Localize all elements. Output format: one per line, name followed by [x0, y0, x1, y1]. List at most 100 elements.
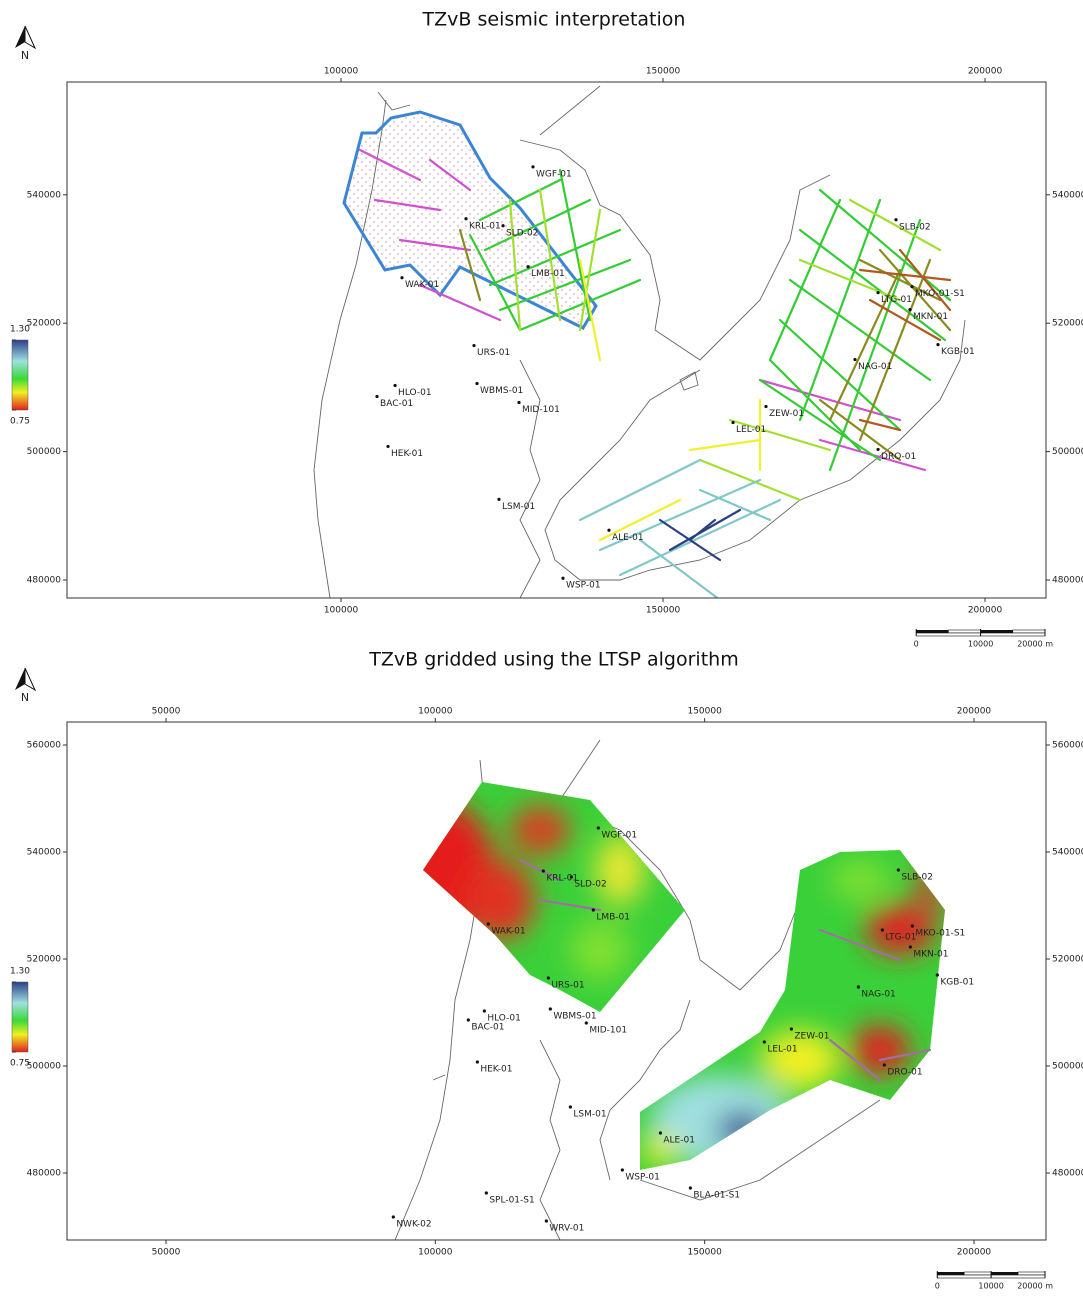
- scalebar-label: 10000: [978, 1282, 1003, 1291]
- well-label: KRL-01: [469, 221, 501, 231]
- well-label: NWK-02: [396, 1219, 431, 1229]
- scalebar-label: 10000: [968, 640, 993, 649]
- well: [497, 497, 501, 501]
- well: [561, 576, 565, 580]
- map-title: TZvB gridded using the LTSP algorithm: [368, 649, 738, 671]
- well-label: SLB-02: [901, 872, 933, 882]
- well: [541, 869, 545, 873]
- well: [546, 976, 550, 980]
- well: [596, 826, 600, 830]
- colorbar-label: 1.30: [10, 967, 30, 977]
- scalebar-segment: [916, 630, 949, 633]
- well: [620, 1168, 624, 1172]
- y-tick-label: 560000: [27, 741, 62, 751]
- scalebar-segment: [990, 1274, 1046, 1279]
- well-label: LTG-01: [881, 295, 912, 305]
- well: [908, 945, 912, 949]
- well: [936, 342, 940, 347]
- x-tick-label: 200000: [957, 707, 992, 717]
- well: [526, 265, 530, 269]
- scalebar-segment: [937, 1272, 965, 1275]
- well-label: LMB-01: [596, 913, 630, 923]
- well: [876, 447, 880, 452]
- y-tick-label: 560000: [1052, 741, 1083, 751]
- scalebar-segment: [948, 629, 981, 634]
- x-tick-label: 50000: [152, 707, 181, 717]
- well-label: LEL-01: [736, 425, 766, 435]
- y-tick-label: 540000: [1052, 190, 1083, 200]
- well-label: WBMS-01: [553, 1012, 596, 1022]
- well-label: ALE-01: [663, 1135, 695, 1145]
- colorbar: [11, 339, 29, 411]
- x-tick-label: 100000: [418, 1248, 453, 1258]
- scalebar-segment: [991, 1272, 1019, 1275]
- well-label: MKN-01: [913, 950, 948, 960]
- well: [569, 875, 573, 879]
- x-tick-label: 200000: [968, 67, 1003, 77]
- north-arrow: [15, 26, 25, 48]
- well-label: DRO-01: [887, 1067, 922, 1077]
- well-label: SPL-01-S1: [489, 1196, 534, 1206]
- well-label: SLD-02: [574, 879, 606, 889]
- well: [501, 224, 505, 228]
- x-tick-label: 100000: [418, 707, 453, 717]
- scalebar-label: 20000 m: [1017, 1282, 1053, 1291]
- well: [544, 1219, 548, 1223]
- well-label: WGF-01: [536, 169, 572, 179]
- x-tick-label: 100000: [324, 606, 359, 616]
- well-label: URS-01: [477, 348, 510, 358]
- well: [375, 394, 379, 399]
- well: [393, 383, 397, 388]
- y-tick-label: 540000: [27, 190, 62, 200]
- well: [548, 1007, 552, 1011]
- well: [908, 307, 912, 312]
- well: [475, 381, 479, 386]
- x-tick-label: 150000: [646, 67, 681, 77]
- well-label: BAC-01: [380, 399, 413, 409]
- well-label: LSM-01: [502, 502, 535, 512]
- well-label: WAK-01: [405, 280, 439, 290]
- well-label: KGB-01: [940, 978, 974, 988]
- well-label: DRO-01: [881, 452, 916, 462]
- well: [731, 420, 735, 425]
- y-tick-label: 500000: [1052, 1062, 1083, 1072]
- well: [591, 908, 595, 912]
- well-label: HEK-01: [391, 449, 423, 459]
- map-1-base: [313, 85, 966, 598]
- well-label: ALE-01: [612, 533, 644, 543]
- scalebar-label: 0: [914, 640, 919, 649]
- well-label: BAC-01: [471, 1023, 504, 1033]
- well: [658, 1131, 662, 1135]
- y-tick-label: 500000: [27, 447, 62, 457]
- well-label: WSP-01: [566, 581, 601, 591]
- well-label: HLO-01: [398, 388, 432, 398]
- scalebar-segment: [1012, 629, 1046, 634]
- y-tick-label: 520000: [27, 319, 62, 329]
- well-label: WAK-01: [491, 927, 525, 937]
- well: [882, 1063, 886, 1067]
- map-title: TZvB seismic interpretation: [422, 9, 686, 31]
- well: [856, 985, 860, 989]
- scalebar-label: 20000 m: [1017, 640, 1053, 649]
- well: [896, 868, 900, 872]
- well-label: HEK-01: [480, 1065, 512, 1075]
- well-label: NAG-01: [861, 989, 895, 999]
- y-tick-label: 520000: [1052, 955, 1083, 965]
- well-label: NAG-01: [858, 362, 892, 372]
- north-arrow: [24, 25, 37, 50]
- y-tick-label: 480000: [27, 576, 62, 586]
- well-label: LSM-01: [573, 1109, 606, 1119]
- well: [466, 1018, 470, 1022]
- well-label: WRV-01: [549, 1224, 584, 1234]
- well: [472, 343, 476, 348]
- y-tick-label: 500000: [27, 1062, 62, 1072]
- north-arrow: [24, 667, 37, 692]
- x-tick-label: 150000: [687, 1248, 722, 1258]
- north-label: N: [21, 691, 29, 704]
- y-tick-label: 480000: [1052, 576, 1083, 586]
- x-tick-label: 50000: [152, 1248, 181, 1258]
- y-tick-label: 520000: [27, 955, 62, 965]
- y-tick-label: 520000: [1052, 319, 1083, 329]
- colorbar: [11, 981, 29, 1053]
